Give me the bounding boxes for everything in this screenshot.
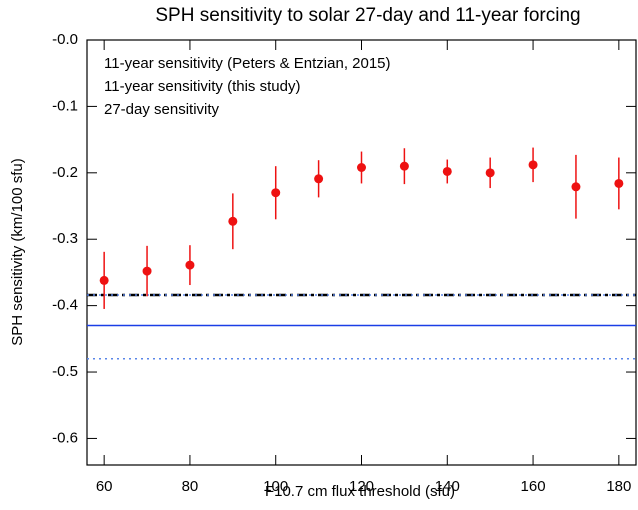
x-tick-label: 120 [349, 478, 374, 495]
y-tick-label: -0.3 [52, 230, 78, 247]
x-tick-label: 180 [606, 478, 631, 495]
point [228, 216, 238, 226]
point [485, 168, 495, 178]
legend-entry: 11-year sensitivity (this study) [104, 78, 300, 95]
point [571, 182, 581, 192]
x-tick-label: 100 [263, 478, 288, 495]
chart-title: SPH sensitivity to solar 27-day and 11-y… [155, 5, 580, 26]
y-tick-label: -0.1 [52, 97, 78, 114]
point [271, 188, 281, 198]
point [142, 266, 152, 276]
point [99, 275, 109, 285]
y-tick-label: -0.2 [52, 164, 78, 181]
x-tick-label: 60 [96, 478, 113, 495]
legend-entry: 11-year sensitivity (Peters & Entzian, 2… [104, 55, 391, 72]
point [614, 178, 624, 188]
x-tick-label: 80 [182, 478, 199, 495]
point [357, 163, 366, 172]
y-axis-label: SPH sensitivity (km/100 sfu) [9, 158, 26, 346]
legend-entry: 27-day sensitivity [104, 101, 220, 118]
x-tick-label: 140 [435, 478, 460, 495]
point [528, 160, 538, 170]
point [442, 166, 452, 176]
point [185, 260, 195, 270]
y-tick-label: -0.6 [52, 429, 78, 446]
y-tick-label: -0.5 [52, 363, 78, 380]
point [314, 174, 324, 184]
x-axis-label: F10.7 cm flux threshold (sfu) [265, 483, 455, 500]
y-tick-label: -0.4 [52, 297, 78, 314]
point [399, 161, 409, 171]
y-tick-label: -0.0 [52, 31, 78, 48]
x-tick-label: 160 [521, 478, 546, 495]
